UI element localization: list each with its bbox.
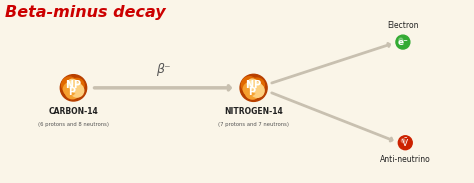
Text: (6 protons and 8 neutrons): (6 protons and 8 neutrons): [38, 122, 109, 127]
Text: N: N: [65, 80, 73, 90]
Circle shape: [247, 79, 257, 89]
Circle shape: [251, 83, 262, 93]
Circle shape: [60, 75, 87, 101]
Circle shape: [71, 84, 84, 97]
Circle shape: [399, 38, 403, 42]
Text: Beta-minus decay: Beta-minus decay: [5, 5, 165, 20]
Text: NITROGEN-14: NITROGEN-14: [224, 107, 283, 116]
Circle shape: [243, 83, 256, 96]
Circle shape: [72, 83, 82, 93]
Circle shape: [245, 84, 260, 99]
Circle shape: [401, 139, 405, 143]
Circle shape: [67, 80, 81, 94]
Text: (7 protons and 7 neutrons): (7 protons and 7 neutrons): [218, 122, 289, 127]
Circle shape: [247, 80, 261, 94]
Circle shape: [256, 83, 259, 85]
Circle shape: [248, 81, 253, 86]
Circle shape: [251, 84, 264, 97]
Circle shape: [240, 74, 267, 101]
Circle shape: [250, 78, 264, 92]
Text: P: P: [73, 80, 80, 90]
Circle shape: [62, 77, 77, 93]
Text: β⁻: β⁻: [156, 63, 171, 76]
Circle shape: [76, 83, 79, 85]
Text: N: N: [246, 80, 254, 90]
Circle shape: [67, 79, 77, 89]
Text: P: P: [248, 87, 255, 97]
Text: CARBON-14: CARBON-14: [49, 107, 98, 116]
Text: P: P: [253, 80, 260, 90]
Circle shape: [65, 84, 80, 99]
Circle shape: [64, 83, 76, 96]
Text: e⁻: e⁻: [398, 38, 408, 47]
Text: Anti-neutrino: Anti-neutrino: [380, 155, 431, 164]
Circle shape: [68, 81, 73, 86]
Circle shape: [241, 77, 258, 93]
Circle shape: [70, 78, 84, 92]
Text: Electron: Electron: [387, 21, 419, 30]
Circle shape: [396, 35, 410, 49]
Text: P: P: [68, 87, 75, 96]
Circle shape: [398, 136, 412, 150]
Text: $\bar{\mathrm{V}}$: $\bar{\mathrm{V}}$: [401, 136, 410, 149]
